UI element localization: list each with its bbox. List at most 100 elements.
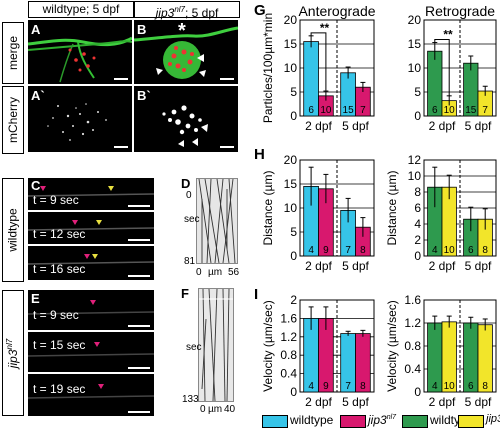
- panel-a-merge-image: A: [28, 20, 132, 84]
- y-tick-label: 15: [408, 37, 422, 51]
- n-label: 10: [444, 245, 456, 256]
- panel-e1-drawing: [28, 300, 154, 327]
- panel-label-a: A: [31, 22, 41, 37]
- y-tick-label: 5: [290, 85, 297, 99]
- legend-swatch-jip3-yellow: [458, 415, 484, 428]
- kymo-d-top: 0: [186, 190, 192, 201]
- panel-label-b: B: [137, 22, 147, 37]
- kymograph-d-drawing: [198, 179, 236, 263]
- x-category-label: 5 dpf: [342, 119, 369, 133]
- y-tick-label: 0.8: [280, 348, 297, 362]
- header-jip3-allele: nl7: [174, 5, 185, 14]
- y-tick-label: 1.6: [404, 293, 421, 307]
- panel-d: D 0 sec 81 0 µm 56: [181, 176, 240, 282]
- y-tick-label: 2: [290, 293, 297, 307]
- kymo-f-axis: sec: [186, 342, 202, 353]
- panel-label-e: E: [31, 291, 40, 306]
- header-wildtype: wildtype; 5 dpf: [28, 1, 134, 18]
- n-label: 4: [308, 245, 314, 256]
- panel-c1-drawing: [28, 186, 154, 207]
- y-tick-label: 5: [290, 225, 297, 239]
- legend-label-wildtype-blue: wildtype: [290, 413, 334, 427]
- y-tick-label: 15: [284, 177, 298, 191]
- n-label: 6: [468, 245, 474, 256]
- panel-label-b2: B`: [137, 88, 151, 103]
- header-jip3-gene: jip3: [155, 6, 175, 20]
- y-tick-label: 6: [414, 201, 421, 215]
- chart-g-0: 0 5 10 15 20 6 10 2 dpf 15 7 5 dpf ** Anterograde Par…: [261, 3, 376, 133]
- panel-c2-drawing: [28, 220, 154, 241]
- panel-label-a2: A`: [31, 88, 45, 103]
- y-tick-label: 1.2: [404, 316, 421, 330]
- y-axis-label: Distance (µm): [261, 171, 275, 246]
- x-category-label: 5 dpf: [342, 395, 369, 409]
- y-tick-label: 10: [408, 169, 422, 183]
- legend-swatch-wildtype-blue: [262, 415, 288, 428]
- n-label: 8: [482, 245, 488, 256]
- y-tick-label: 1.2: [280, 330, 297, 344]
- x-category-label: 2 dpf: [305, 395, 332, 409]
- row-label-merge: merge: [2, 22, 24, 84]
- kymograph-d-image: [196, 178, 238, 264]
- y-tick-label: 20: [284, 153, 298, 167]
- x-category-label: 2 dpf: [305, 119, 332, 133]
- n-label: 4: [308, 381, 314, 392]
- y-tick-label: 12: [408, 153, 422, 167]
- n-label: 8: [482, 381, 488, 392]
- n-label: 7: [345, 245, 351, 256]
- panel-a-mcherry-image: A`: [28, 86, 132, 152]
- row-label-wildtype: wildtype: [2, 178, 24, 282]
- panel-label-d: D: [181, 176, 191, 191]
- panel-b2-drawing: [162, 105, 234, 148]
- legend-label-jip3-magenta: jip3nl7: [368, 413, 397, 427]
- x-category-label: 5 dpf: [465, 395, 492, 409]
- y-axis-label: Velocity (µm/sec): [261, 300, 275, 392]
- y-tick-label: 0.4: [404, 362, 421, 376]
- panel-a-drawing: [28, 36, 132, 83]
- y-tick-label: 0: [414, 109, 421, 123]
- n-label: 4: [432, 381, 438, 392]
- y-axis-label: Distance (µm): [385, 171, 399, 246]
- panel-label-c: C: [31, 178, 41, 193]
- n-label: 9: [323, 245, 329, 256]
- x-category-label: 2 dpf: [429, 119, 456, 133]
- chart-title: Retrograde: [425, 3, 495, 19]
- y-tick-label: 10: [284, 201, 298, 215]
- y-tick-label: 8: [414, 185, 421, 199]
- x-category-label: 5 dpf: [342, 259, 369, 273]
- panel-b-merge-image: B *: [134, 20, 238, 84]
- n-label: 10: [320, 105, 332, 116]
- y-tick-label: 0.4: [280, 367, 297, 381]
- kymo-d-x0: 0: [196, 267, 202, 278]
- n-label: 9: [323, 381, 329, 392]
- n-label: 15: [343, 105, 355, 116]
- n-label: 6: [308, 105, 314, 116]
- kymo-d-bottom: 81: [184, 256, 196, 267]
- y-tick-label: 0: [290, 109, 297, 123]
- panel-label-h: H: [254, 146, 265, 163]
- y-tick-label: 20: [408, 13, 422, 27]
- n-label: 7: [360, 105, 366, 116]
- panel-e2-drawing: [28, 342, 154, 369]
- panel-label-i: I: [254, 286, 259, 303]
- panel-a2-drawing: [47, 103, 128, 148]
- panel-e-frame-2: t = 15 sec: [28, 332, 154, 372]
- y-tick-label: 2: [414, 233, 421, 247]
- panel-e-frame-1: E t = 9 sec: [28, 290, 154, 330]
- n-label: 15: [465, 105, 477, 116]
- time-label-e1: t = 9 sec: [33, 308, 79, 322]
- significance-bracket: [434, 39, 450, 96]
- kymo-f-unit: µm: [208, 404, 223, 415]
- kymograph-f-image: [198, 288, 234, 402]
- asterisk-marker: *: [178, 20, 186, 42]
- y-tick-label: 0: [290, 249, 297, 263]
- x-category-label: 2 dpf: [429, 259, 456, 273]
- n-label: 10: [444, 381, 456, 392]
- header-jip3-stage: ; 5 dpf: [185, 6, 219, 20]
- n-label: 10: [444, 105, 456, 116]
- chart-i-4: 0 0.4 0.8 1.2 1.6 2 4 9 2 dpf 7 8 5 dpf Velocity (µm…: [261, 293, 375, 409]
- n-label: 4: [432, 245, 438, 256]
- y-tick-label: 10: [284, 61, 298, 75]
